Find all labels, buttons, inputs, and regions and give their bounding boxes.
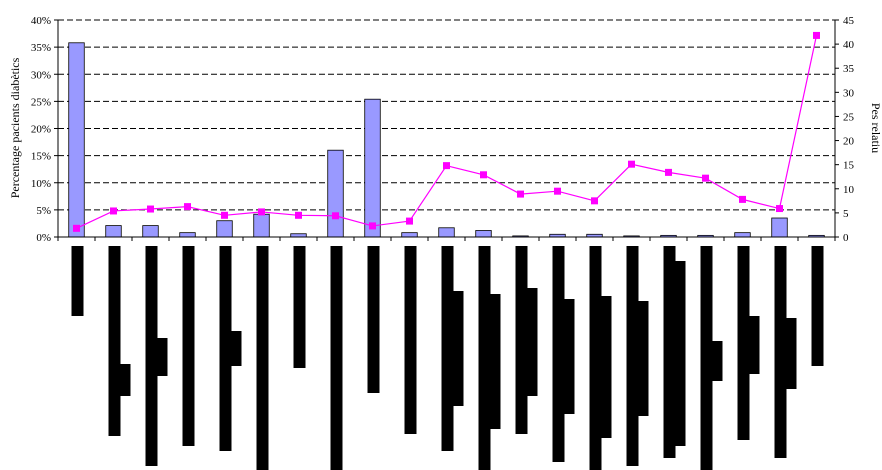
category-label-block	[711, 341, 723, 381]
y-tick-label: 5%	[36, 205, 51, 217]
line-point	[480, 171, 487, 179]
category-label-block	[293, 246, 306, 368]
line-series	[73, 31, 820, 232]
y-tick-label: 20%	[31, 124, 51, 136]
y-axis-title: Percentage pacients diabètics	[8, 57, 22, 198]
category-label-block	[330, 246, 343, 470]
category-label-block	[674, 261, 686, 446]
line-point	[369, 222, 376, 230]
category-label-block	[563, 299, 575, 414]
left-axis-ticks: 0% 5% 10% 15% 20% 25% 30% 35% 40%	[31, 15, 58, 244]
category-label-block	[441, 246, 454, 451]
category-label-block	[182, 246, 195, 446]
category-label-block	[478, 246, 491, 470]
y2-tick-label: 40	[843, 39, 855, 51]
category-labels-obscured	[71, 246, 824, 470]
category-label-block	[404, 246, 417, 434]
category-label-block	[626, 246, 639, 466]
bar	[179, 232, 196, 238]
y2-tick-label: 0	[843, 232, 849, 244]
category-label-block	[589, 246, 602, 470]
bar	[438, 227, 455, 238]
category-label-block	[663, 246, 676, 458]
y2-axis-title: Pes relatiu	[869, 103, 882, 153]
y-tick-label: 15%	[31, 151, 51, 163]
bar	[105, 225, 122, 238]
line-point	[813, 31, 820, 39]
y2-tick-label: 15	[843, 160, 855, 172]
right-axis-ticks: 0 5 10 15 20 25 30 35 40 45	[835, 15, 855, 244]
line-point	[591, 197, 598, 205]
category-label-block	[700, 246, 713, 470]
line-point	[554, 187, 561, 195]
y2-tick-label: 20	[843, 136, 855, 148]
line-point	[776, 205, 783, 213]
bar	[68, 42, 85, 238]
line-point	[295, 211, 302, 219]
category-label-block	[367, 246, 380, 393]
category-label-block	[145, 246, 158, 466]
y-tick-label: 10%	[31, 178, 51, 190]
line-point	[147, 205, 154, 213]
bar	[253, 213, 270, 238]
y2-tick-label: 30	[843, 87, 855, 99]
line-point	[702, 174, 709, 182]
bar	[401, 232, 418, 238]
category-label-block	[526, 288, 538, 396]
category-label-block	[600, 296, 612, 438]
bar	[771, 217, 788, 238]
y2-tick-label: 10	[843, 184, 855, 196]
bar	[475, 230, 492, 238]
line-point	[517, 190, 524, 198]
category-label-block	[552, 246, 565, 462]
bar	[327, 149, 344, 238]
line-point	[110, 207, 117, 215]
category-label-block	[811, 246, 824, 366]
line-point	[665, 168, 672, 176]
line-point	[628, 160, 635, 168]
line-point	[739, 195, 746, 203]
category-label-block	[230, 331, 242, 366]
bar	[364, 98, 381, 238]
line-point	[406, 217, 413, 225]
category-label-block	[256, 246, 269, 470]
line-point	[258, 208, 265, 216]
line-point	[443, 162, 450, 170]
category-label-block	[774, 246, 787, 458]
category-label-block	[489, 294, 501, 429]
y-tick-label: 25%	[31, 96, 51, 108]
category-label-block	[219, 246, 232, 451]
category-label-block	[737, 246, 750, 440]
category-label-block	[452, 291, 464, 406]
y2-tick-label: 45	[843, 15, 855, 27]
y-tick-label: 0%	[36, 232, 51, 244]
category-label-block	[119, 364, 131, 396]
bar	[734, 232, 751, 238]
category-label-block	[156, 338, 168, 376]
category-label-block	[748, 316, 760, 374]
y2-tick-label: 35	[843, 63, 855, 75]
y-tick-label: 35%	[31, 42, 51, 54]
y2-tick-label: 25	[843, 111, 855, 123]
line-point	[332, 212, 339, 220]
category-label-block	[71, 246, 84, 316]
line-point	[73, 224, 80, 232]
line-point	[184, 203, 191, 211]
category-label-block	[637, 301, 649, 416]
y-tick-label: 40%	[31, 15, 51, 27]
bar	[216, 220, 233, 238]
category-label-block	[108, 246, 121, 436]
category-label-block	[785, 318, 797, 389]
bar	[142, 225, 159, 238]
category-label-block	[515, 246, 528, 434]
y-tick-label: 30%	[31, 69, 51, 81]
line-point	[221, 211, 228, 219]
y2-tick-label: 5	[843, 208, 849, 220]
